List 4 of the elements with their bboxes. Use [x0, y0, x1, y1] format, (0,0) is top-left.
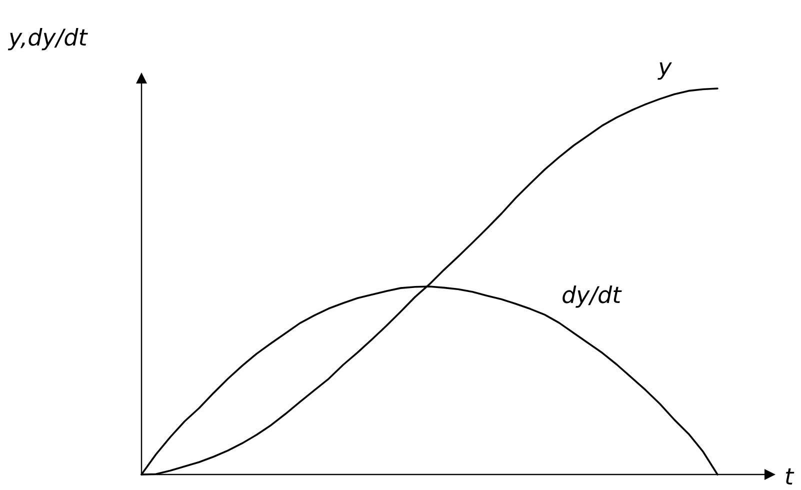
series-label: dy/dt — [562, 282, 622, 309]
series-label: y — [657, 54, 672, 81]
x-axis-title: t — [784, 464, 794, 490]
y-axis-title: y,dy/dt — [8, 26, 88, 52]
